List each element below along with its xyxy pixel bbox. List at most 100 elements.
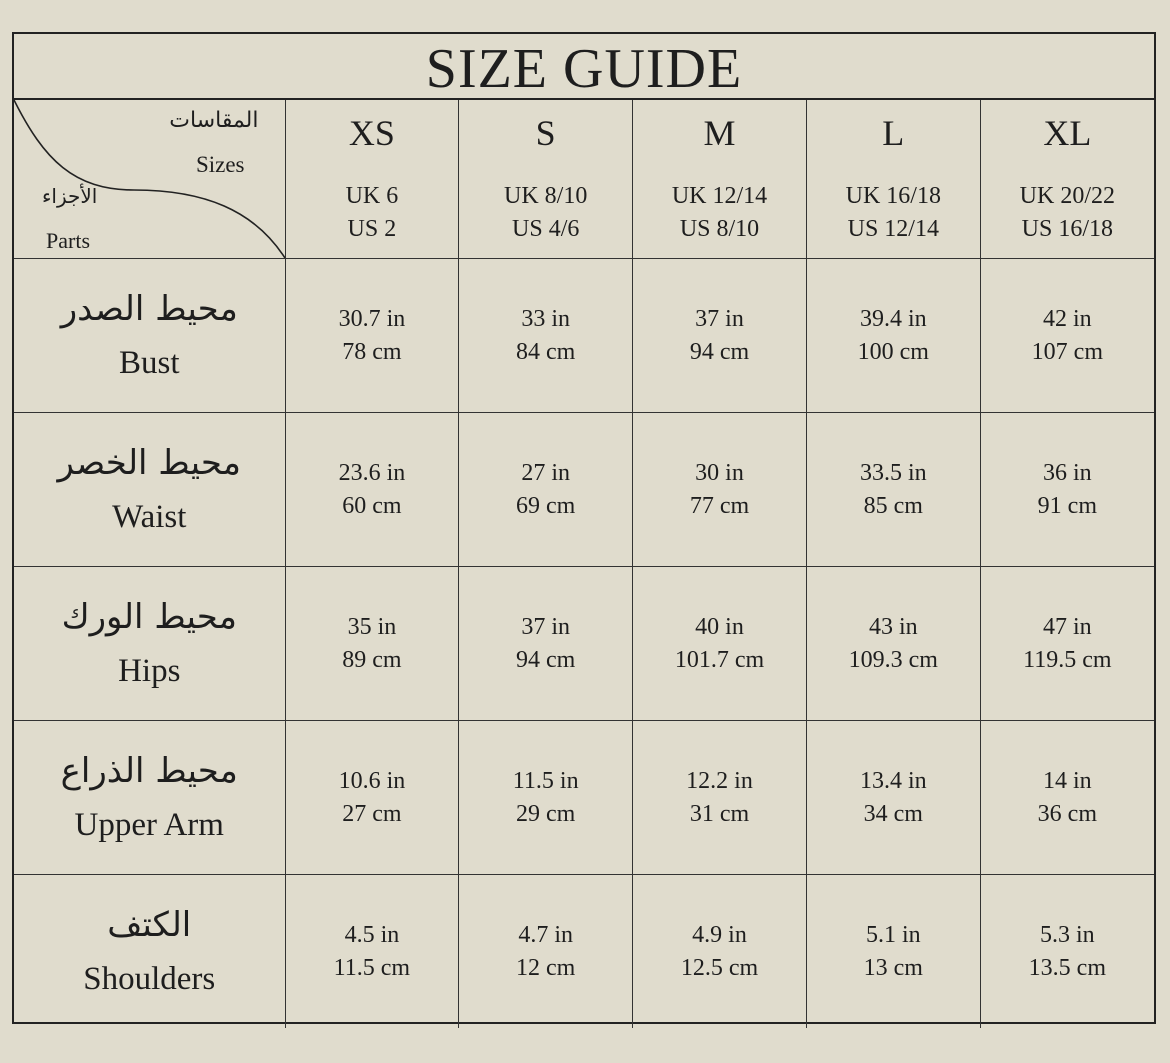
inches-value: 14 in [1043, 767, 1092, 794]
cm-value: 34 cm [863, 800, 923, 827]
us-size: US 8/10 [679, 216, 760, 242]
measurement-cell: 4.5 in 11.5 cm [284, 874, 460, 1028]
sizes-label: Sizes [195, 152, 245, 177]
measurement-cell: 35 in 89 cm [284, 566, 460, 721]
cm-value: 12 cm [516, 954, 576, 981]
inches-value: 37 in [695, 305, 744, 332]
size-label: S [535, 113, 556, 153]
measurement-cell: 4.7 in 12 cm [458, 874, 634, 1028]
table-row: محيط الورك Hips 35 in 89 cm 37 in 94 cm 40 in 1… [14, 566, 1154, 721]
size-header-m: M UK 12/14 US 8/10 [632, 100, 807, 259]
inches-value: 47 in [1043, 613, 1092, 640]
cm-value: 12.5 cm [680, 954, 759, 981]
measurement-cell: 30.7 in 78 cm [284, 258, 460, 413]
inches-value: 35 in [347, 613, 397, 640]
table-row: محيط الذراع Upper Arm 10.6 in 27 cm 11.5 in 2… [14, 720, 1154, 875]
inches-value: 12.2 in [686, 767, 753, 794]
table-row: الكتف Shoulders 4.5 in 11.5 cm 4.7 in 12 cm 4.… [14, 874, 1154, 1028]
inches-value: 5.3 in [1040, 921, 1095, 948]
measurement-cell: 37 in 94 cm [632, 258, 807, 413]
us-size: US 16/18 [1021, 216, 1114, 242]
us-size: US 2 [347, 216, 397, 242]
measurement-cell: 39.4 in 100 cm [805, 258, 981, 413]
cm-value: 107 cm [1031, 338, 1103, 365]
measurement-cell: 37 in 94 cm [458, 566, 634, 721]
inches-value: 43 in [868, 613, 918, 640]
part-name-ar: محيط الذراع [60, 751, 238, 791]
diagonal-curve [14, 100, 285, 258]
cm-value: 69 cm [516, 492, 576, 519]
part-name: Bust [118, 345, 180, 381]
measurement-cell: 10.6 in 27 cm [284, 720, 460, 875]
measurement-cell: 23.6 in 60 cm [284, 412, 460, 567]
size-header-l: L UK 16/18 US 12/14 [805, 100, 981, 259]
parts-label-ar: الأجزاء [42, 184, 98, 208]
part-name-ar: محيط الورك [61, 597, 237, 637]
cm-value: 29 cm [516, 800, 576, 827]
measurement-cell: 27 in 69 cm [458, 412, 634, 567]
size-label: M [703, 113, 736, 153]
cm-value: 85 cm [863, 492, 923, 519]
inches-value: 27 in [521, 459, 571, 486]
inches-value: 4.9 in [692, 921, 747, 948]
size-header-xs: XS UK 6 US 2 [284, 100, 460, 259]
inches-value: 10.6 in [338, 767, 406, 794]
page-title: SIZE GUIDE [14, 34, 1154, 100]
header-row: المقاسات Sizes الأجزاء Parts XS UK 6 US 2 S… [14, 100, 1154, 259]
measurement-cell: 14 in 36 cm [979, 720, 1154, 875]
inches-value: 33.5 in [859, 459, 927, 486]
size-label: XS [348, 113, 395, 153]
measurement-cell: 42 in 107 cm [979, 258, 1154, 413]
inches-value: 36 in [1043, 459, 1092, 486]
measurement-cell: 4.9 in 12.5 cm [632, 874, 807, 1028]
measurement-cell: 13.4 in 34 cm [805, 720, 981, 875]
measurement-cell: 5.3 in 13.5 cm [979, 874, 1154, 1028]
inches-value: 13.4 in [859, 767, 927, 794]
cm-value: 119.5 cm [1023, 646, 1112, 673]
size-table: المقاسات Sizes الأجزاء Parts XS UK 6 US 2 S… [14, 100, 1154, 1028]
cm-value: 84 cm [516, 338, 576, 365]
inches-value: 42 in [1043, 305, 1092, 332]
table-row: محيط الصدر Bust 30.7 in 78 cm 33 in 84 cm 37 i… [14, 258, 1154, 413]
part-name-ar: محيط الخصر [57, 443, 242, 483]
part-name: Waist [112, 499, 187, 535]
part-name-ar: الكتف [107, 905, 192, 945]
cm-value: 13.5 cm [1028, 954, 1106, 981]
cm-value: 89 cm [342, 646, 402, 673]
inches-value: 4.7 in [518, 921, 574, 948]
size-label: L [882, 113, 905, 153]
measurement-cell: 47 in 119.5 cm [979, 566, 1154, 721]
cm-value: 109.3 cm [848, 646, 938, 673]
cm-value: 78 cm [342, 338, 402, 365]
part-cell: الكتف Shoulders [14, 874, 286, 1028]
us-size: US 12/14 [847, 216, 939, 242]
cm-value: 11.5 cm [333, 954, 411, 981]
part-name: Upper Arm [74, 807, 224, 843]
uk-size: UK 6 [345, 183, 399, 209]
corner-cell: المقاسات Sizes الأجزاء Parts [14, 100, 286, 259]
us-size: US 4/6 [512, 216, 580, 242]
cm-value: 77 cm [689, 492, 750, 519]
measurement-cell: 11.5 in 29 cm [458, 720, 634, 875]
inches-value: 39.4 in [859, 305, 927, 332]
cm-value: 31 cm [689, 800, 750, 827]
measurement-cell: 30 in 77 cm [632, 412, 807, 567]
size-label: XL [1043, 113, 1092, 153]
size-header-s: S UK 8/10 US 4/6 [458, 100, 634, 259]
cm-value: 94 cm [689, 338, 750, 365]
inches-value: 11.5 in [512, 767, 579, 794]
cm-value: 100 cm [857, 338, 929, 365]
cm-value: 13 cm [863, 954, 923, 981]
uk-size: UK 12/14 [671, 183, 768, 209]
inches-value: 40 in [695, 613, 744, 640]
inches-value: 33 in [521, 305, 571, 332]
inches-value: 30.7 in [338, 305, 406, 332]
measurement-cell: 40 in 101.7 cm [632, 566, 807, 721]
cm-value: 91 cm [1037, 492, 1097, 519]
measurement-cell: 43 in 109.3 cm [805, 566, 981, 721]
parts-label: Parts [46, 228, 90, 253]
measurement-cell: 33.5 in 85 cm [805, 412, 981, 567]
sizes-label-ar: المقاسات [169, 108, 259, 133]
inches-value: 4.5 in [344, 921, 400, 948]
measurement-cell: 5.1 in 13 cm [805, 874, 981, 1028]
